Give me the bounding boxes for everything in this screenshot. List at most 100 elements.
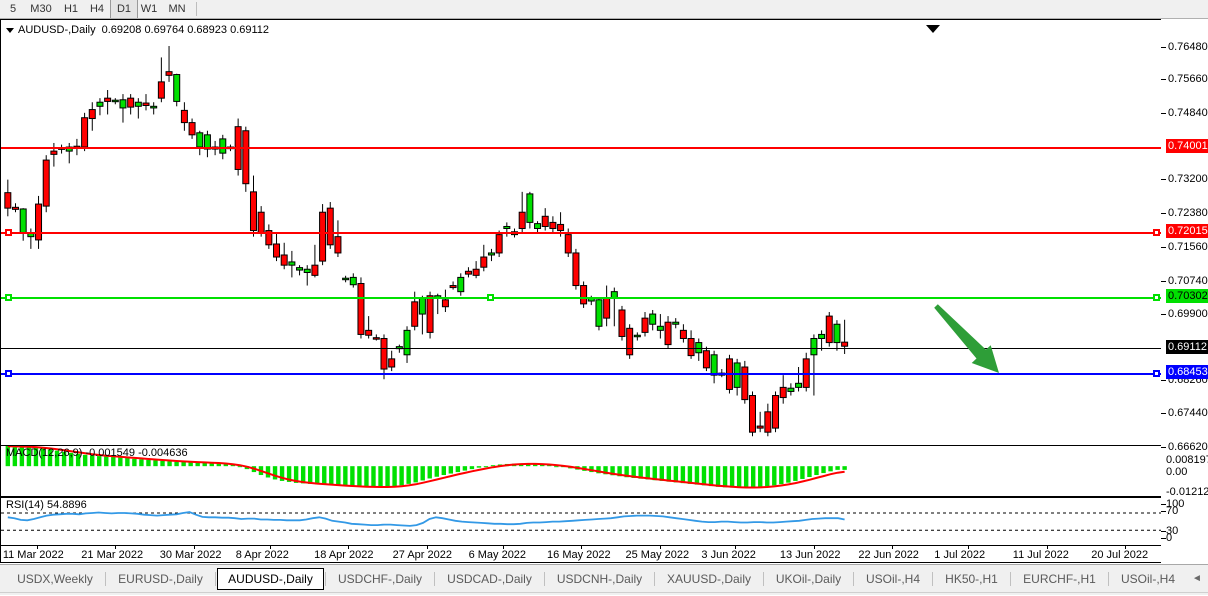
macd-bar [765,466,770,487]
candle [487,248,495,262]
level-line-resistance-072015[interactable] [1,232,1161,234]
candle [702,346,710,372]
date-tick-mark [735,546,737,549]
price-tick-mark [1161,413,1166,414]
price-tick-label: 0.76480 [1168,41,1208,53]
level-handle-support-070302[interactable] [5,294,12,301]
chart-tab-usdchf-daily[interactable]: USDCHF-,Daily [338,572,422,586]
tab-separator [325,572,326,586]
macd-bar [455,466,461,473]
chart-tab-usoil-h4[interactable]: USOil-,H4 [865,572,920,586]
candle [764,403,772,437]
quote-header: AUDUSD-,Daily 0.69208 0.69764 0.68923 0.6… [6,24,269,36]
chart-tab-usdcnh-daily[interactable]: USDCNH-,Daily [556,572,643,586]
macd-bar [666,466,672,482]
candle [595,297,603,331]
level-handle-support-070302[interactable] [1153,294,1160,301]
macd-bar [483,466,489,468]
chart-tab-hk50-h1[interactable]: HK50-,H1 [945,572,998,586]
date-tick-mark [502,546,504,549]
timeframe-h1[interactable]: H1 [63,3,79,15]
macd-bar [807,466,812,477]
chart-tab-xauusd-daily[interactable]: XAUUSD-,Daily [666,572,751,586]
macd-bar [793,466,798,481]
candle [88,102,96,131]
timeframe-mn[interactable]: MN [168,3,186,15]
macd-bar [315,466,320,485]
date-tick-mark [968,546,970,549]
level-line-support-068453[interactable] [1,373,1161,375]
candle [35,195,43,249]
macd-bar [47,449,53,467]
timeframe-m30[interactable]: M30 [30,3,52,15]
chart-tab-usdcad-daily[interactable]: USDCAD-,Daily [447,572,532,586]
macd-bar [842,466,847,470]
level-handle-support-068453[interactable] [5,370,12,377]
candle [357,277,365,339]
price-label-support-068453[interactable]: 0.68453 [1166,365,1208,379]
macd-pane[interactable]: MACD(12,26,9) -0.001549 -0.004636 [1,445,1161,497]
macd-bar [652,466,657,481]
timeframe-d1[interactable]: D1 [110,0,138,18]
candle [748,391,756,437]
chart-tab-usoil-h4[interactable]: USOil-,H4 [1120,572,1175,586]
chart-frame[interactable]: MACD(12,26,9) -0.001549 -0.004636 RSI(14… [0,19,1207,563]
candle [541,208,549,231]
level-handle-resistance-072015[interactable] [1153,229,1160,236]
chart-tab-eurchf-h1[interactable]: EURCHF-,H1 [1023,572,1096,586]
level-line-last-price-069112[interactable] [1,348,1161,349]
macd-bar [441,466,447,476]
macd-bar [835,466,840,470]
chart-tab-usdx-weekly[interactable]: USDX,Weekly [17,572,93,586]
triangle-down-icon[interactable] [6,27,14,33]
level-handle-resistance-072015[interactable] [5,229,12,236]
macd-bar [237,466,243,468]
macd-bar [525,463,531,467]
macd-bar [399,466,404,486]
macd-bar [638,466,643,479]
rsi-pane[interactable]: RSI(14) 54.8896 [1,497,1161,545]
candle [188,118,196,139]
price-label-last-price-069112[interactable]: 0.69112 [1166,340,1208,354]
candle [549,216,557,233]
chart-tab-audusd-daily[interactable]: AUDUSD-,Daily [217,568,324,590]
level-line-support-070302[interactable] [1,297,1161,299]
rsi-scale-label: 100 [1166,498,1185,510]
chart-tab-eurusd-daily[interactable]: EURUSD-,Daily [118,572,203,586]
date-tick-label: 6 May 2022 [468,549,527,561]
timeframe-w1[interactable]: W1 [140,3,158,15]
macd-bar [97,456,102,467]
macd-bar [406,466,411,484]
macd-bar [195,462,200,467]
candle [372,334,380,341]
candle [42,155,50,213]
price-tick-label: 0.72380 [1168,207,1208,219]
chevron-left-icon[interactable]: ◄ [1192,573,1202,584]
level-handle-support-068453[interactable] [1153,370,1160,377]
chart-tab-ukoil-daily[interactable]: UKOil-,Daily [775,572,842,586]
price-scale[interactable]: 0.76480 0.75660 0.74840 0.73200 0.72380 0.715… [1161,19,1208,563]
macd-bar [40,448,46,467]
date-tick-mark [115,546,117,549]
macd-bar [624,466,629,478]
timeframe-h4[interactable]: H4 [89,3,105,15]
price-label-resistance-074001[interactable]: 0.74001 [1166,139,1208,153]
date-tick-mark [1125,546,1127,549]
tab-separator [105,572,106,586]
candle [618,305,626,341]
macd-signal-line [7,446,845,489]
candle [96,98,104,116]
timeframe-5[interactable]: 5 [9,3,17,15]
candle [288,250,296,278]
macd-bar [216,463,221,467]
macd-bar [708,466,714,487]
level-handle-support-070302[interactable] [487,294,494,301]
candle [733,358,741,396]
price-label-resistance-072015[interactable]: 0.72015 [1166,224,1208,238]
price-tick-label: 0.71560 [1168,241,1208,253]
macd-bar [694,466,700,485]
macd-bar [364,466,369,488]
price-label-support-070302[interactable]: 0.70302 [1166,289,1208,303]
level-line-resistance-074001[interactable] [1,147,1161,149]
